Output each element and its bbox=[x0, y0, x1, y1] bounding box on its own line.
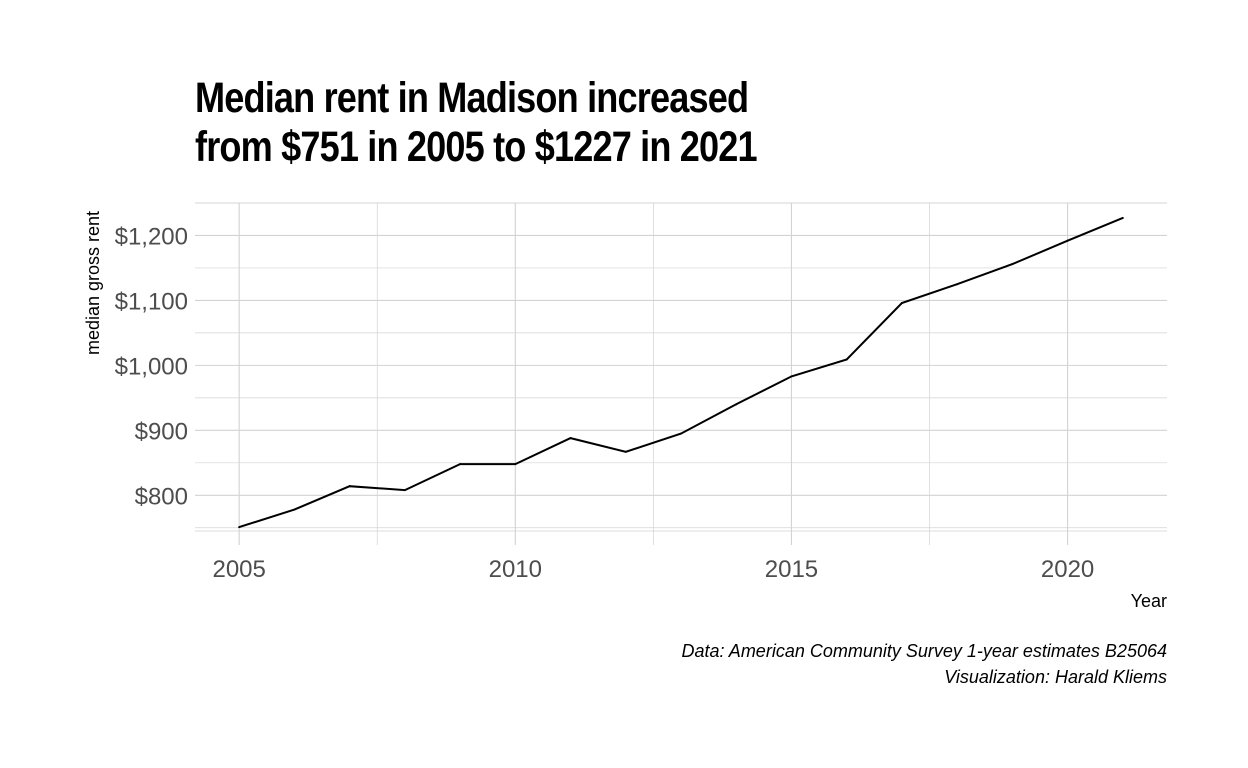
y-axis-ticks: $800 $900 $1,000 $1,100 $1,200 bbox=[115, 223, 188, 510]
caption-source: Data: American Community Survey 1-year e… bbox=[681, 641, 1167, 661]
y-tick-label: $800 bbox=[135, 483, 188, 510]
x-tick-label: 2015 bbox=[765, 556, 818, 583]
line-series bbox=[238, 216, 1124, 529]
data-point-2010 bbox=[514, 463, 517, 466]
data-point-2008 bbox=[403, 489, 406, 492]
x-axis-title: Year bbox=[1131, 591, 1167, 611]
grid bbox=[195, 202, 1167, 545]
data-point-2013 bbox=[680, 432, 682, 435]
x-tick-label: 2010 bbox=[489, 556, 542, 583]
data-point-2011 bbox=[569, 437, 572, 440]
data-point-2007 bbox=[348, 485, 351, 488]
data-point-2018 bbox=[956, 283, 959, 286]
data-point-2020 bbox=[1066, 239, 1069, 242]
data-point-2014 bbox=[735, 403, 738, 406]
caption-credit: Visualization: Harald Kliems bbox=[944, 667, 1167, 687]
data-point-2009 bbox=[459, 463, 462, 466]
data-point-2005 bbox=[238, 526, 241, 529]
y-tick-label: $1,100 bbox=[115, 288, 188, 315]
chart-title-line-1: Median rent in Madison increased bbox=[195, 74, 749, 122]
y-tick-label: $1,200 bbox=[115, 223, 188, 250]
y-tick-label: $900 bbox=[135, 418, 188, 445]
chart-title-line-2: from $751 in 2005 to $1227 in 2021 bbox=[195, 123, 758, 171]
series-line bbox=[238, 216, 1124, 529]
data-point-2017 bbox=[900, 302, 903, 305]
data-point-2016 bbox=[845, 358, 848, 361]
x-axis-ticks: 2005 2010 2015 2020 bbox=[212, 556, 1094, 583]
chart-title: Median rent in Madison increased from $7… bbox=[195, 74, 758, 172]
data-point-2021 bbox=[1121, 216, 1124, 219]
y-axis-title: median gross rent bbox=[83, 211, 103, 355]
data-point-2006 bbox=[293, 508, 296, 511]
data-point-2019 bbox=[1011, 263, 1014, 266]
x-tick-label: 2020 bbox=[1041, 556, 1094, 583]
data-point-2015 bbox=[790, 375, 793, 378]
y-tick-label: $1,000 bbox=[115, 353, 188, 380]
data-point-2012 bbox=[624, 450, 627, 453]
x-tick-label: 2005 bbox=[212, 556, 265, 583]
